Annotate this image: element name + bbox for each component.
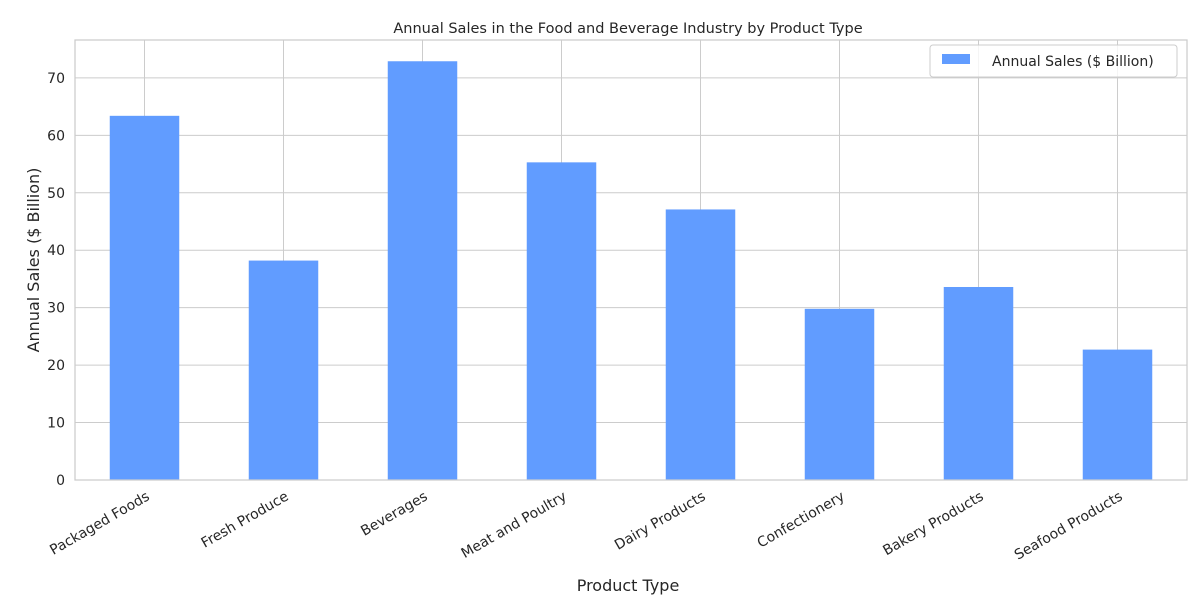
bar <box>804 308 875 480</box>
x-tick-label: Dairy Products <box>612 489 709 554</box>
y-tick-label: 40 <box>47 243 65 259</box>
x-tick-label: Beverages <box>358 489 430 540</box>
legend-box <box>929 44 1178 78</box>
x-tick-label: Bakery Products <box>880 489 986 560</box>
bar <box>109 115 180 481</box>
y-tick-label: 60 <box>47 128 65 144</box>
x-tick-label: Fresh Produce <box>199 489 292 552</box>
legend-label: Annual Sales ($ Billion) <box>992 54 1154 70</box>
plot-frame <box>74 39 1188 481</box>
y-axis-ticks: 0 10 20 30 40 50 60 70 <box>47 71 65 489</box>
y-tick-label: 0 <box>56 473 65 489</box>
y-tick-label: 20 <box>47 358 65 374</box>
legend: Annual Sales ($ Billion) <box>929 44 1178 78</box>
y-tick-label: 30 <box>47 301 65 317</box>
bar <box>665 209 736 480</box>
y-tick-label: 50 <box>47 186 65 202</box>
bar <box>943 286 1014 480</box>
bar <box>387 61 458 480</box>
y-tick-label: 10 <box>47 416 65 432</box>
bars <box>109 61 1153 481</box>
chart-title: Annual Sales in the Food and Beverage In… <box>393 21 862 37</box>
bar <box>1082 349 1153 480</box>
legend-swatch <box>942 54 970 64</box>
y-tick-label: 70 <box>47 71 65 87</box>
bar <box>526 162 597 481</box>
x-tick-label: Meat and Poultry <box>459 489 570 562</box>
grid-lines <box>75 40 1187 481</box>
x-tick-label: Seafood Products <box>1012 489 1126 564</box>
x-tick-label: Confectionery <box>755 489 848 552</box>
y-axis-title: Annual Sales ($ Billion) <box>24 168 43 353</box>
bar <box>248 260 319 480</box>
x-tick-label: Packaged Foods <box>47 489 152 559</box>
x-axis-title: Product Type <box>577 576 680 595</box>
x-axis-ticks: Packaged Foods Fresh Produce Beverages Meat… <box>47 489 1125 564</box>
